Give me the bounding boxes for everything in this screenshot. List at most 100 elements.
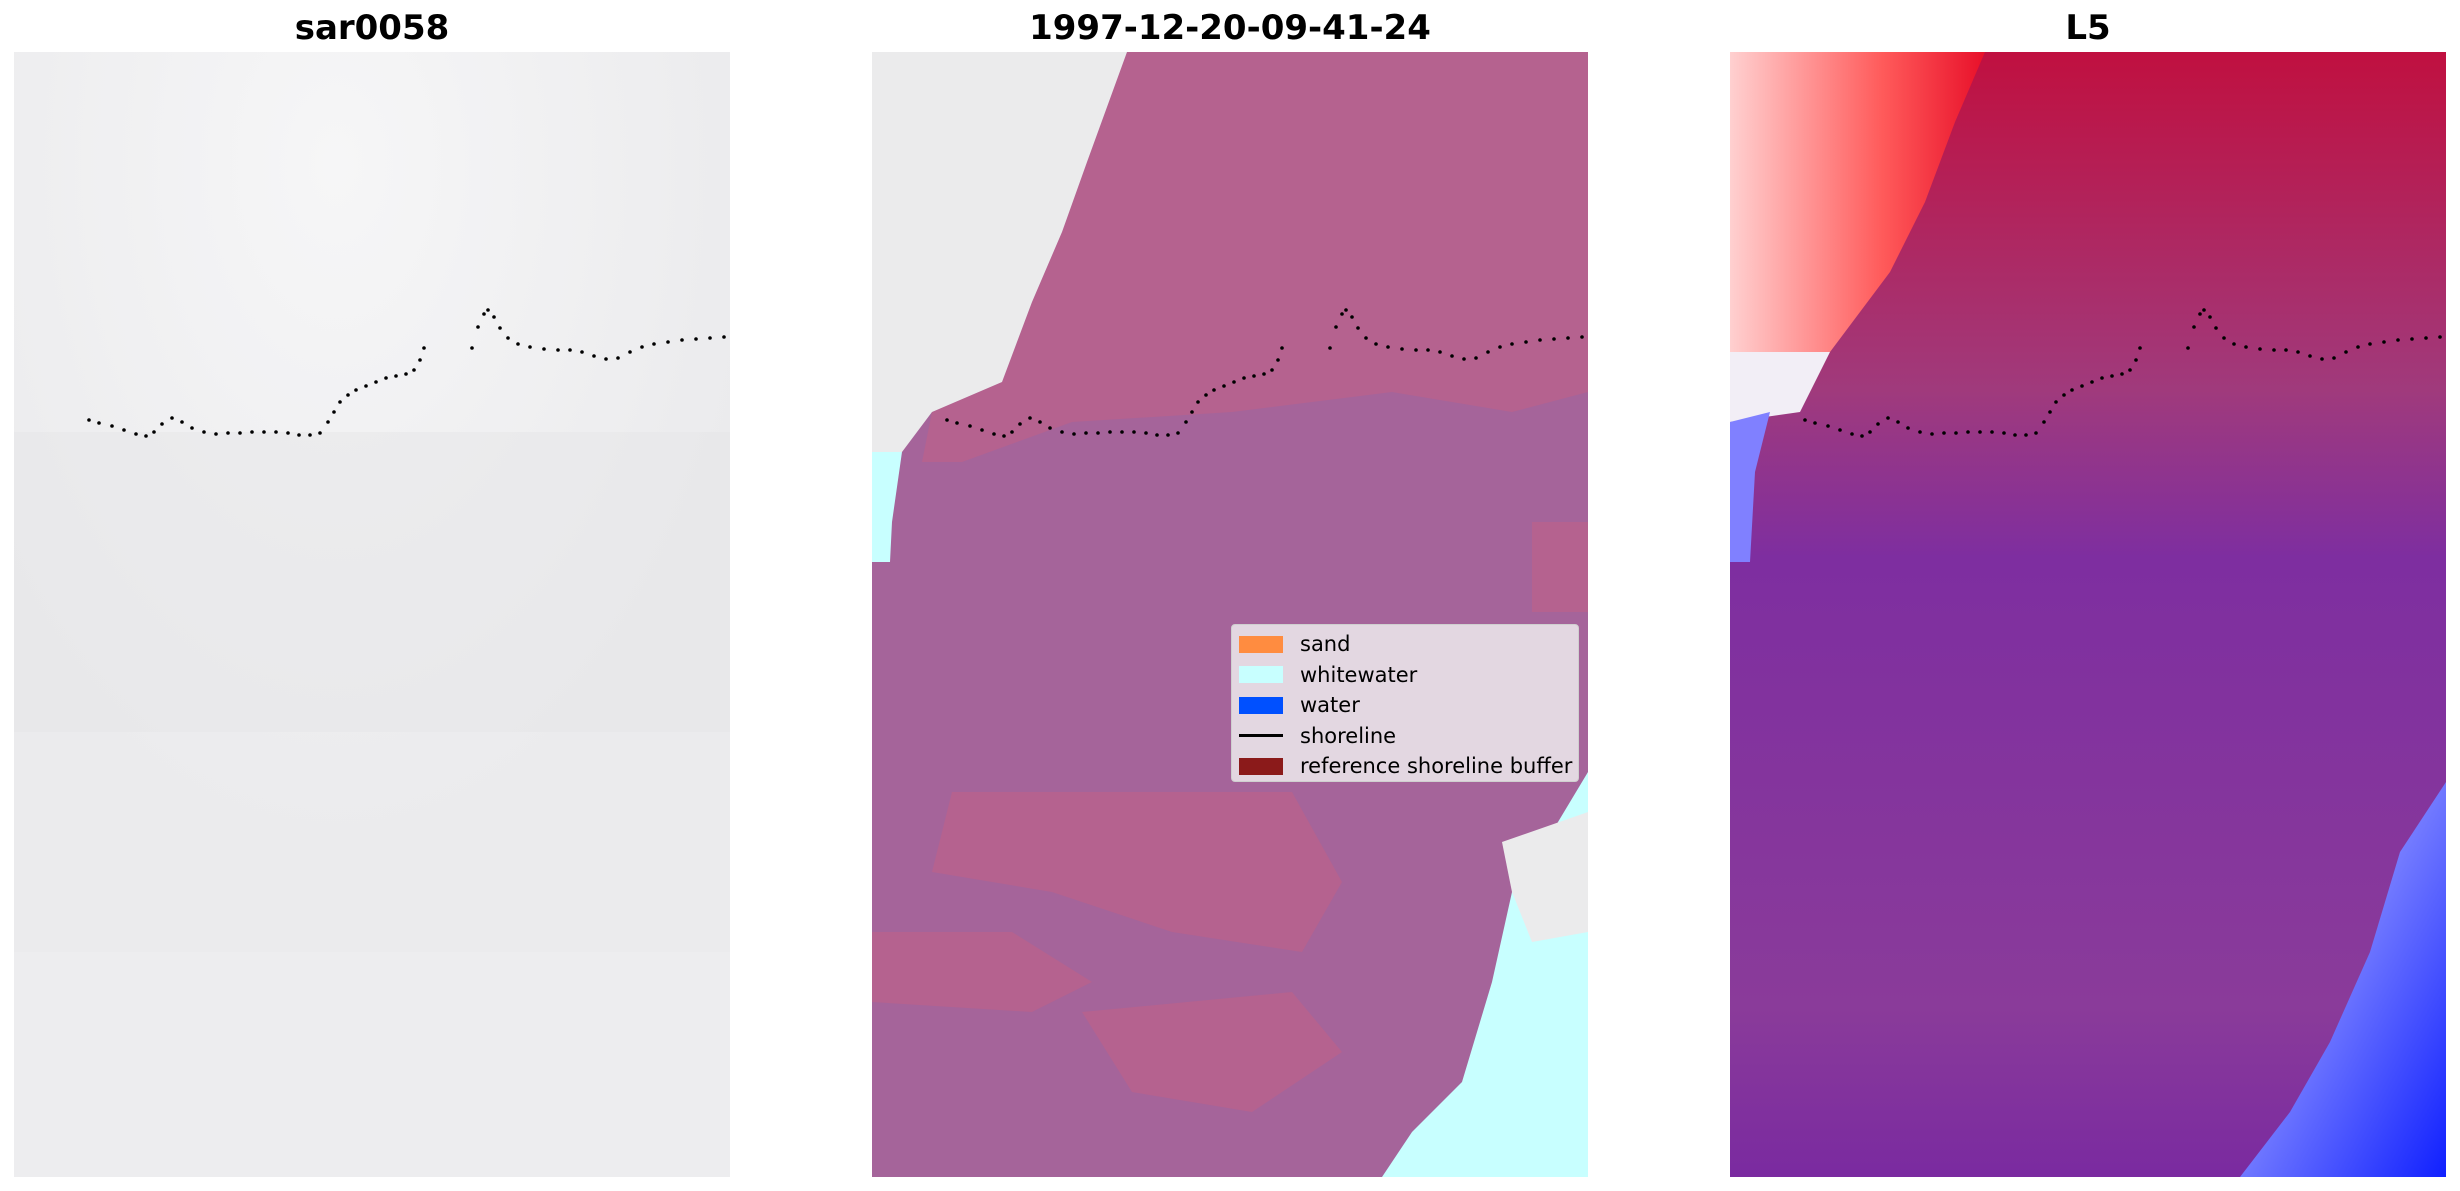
shoreline-point — [332, 410, 336, 414]
shoreline-point — [2110, 374, 2114, 378]
shoreline-point — [338, 400, 342, 404]
shoreline-point — [2080, 384, 2084, 388]
shoreline-point — [1580, 335, 1584, 339]
shoreline-point — [202, 430, 206, 434]
shoreline-point — [1942, 431, 1946, 435]
shoreline-point — [1438, 350, 1442, 354]
shoreline-point — [1028, 416, 1032, 420]
shoreline-point — [2320, 357, 2324, 361]
shoreline-point — [1930, 432, 1934, 436]
shoreline-point — [1010, 430, 1014, 434]
shoreline-point — [190, 426, 194, 430]
shoreline-point — [1990, 430, 1994, 434]
shoreline-point — [1356, 326, 1360, 330]
shoreline-point — [2002, 431, 2006, 435]
shoreline-point — [1524, 340, 1528, 344]
shoreline-point — [2382, 340, 2386, 344]
shoreline-point — [2410, 337, 2414, 341]
shoreline-point — [2258, 347, 2262, 351]
shoreline-point — [160, 422, 164, 426]
shoreline-point — [1184, 420, 1188, 424]
index-image-panel — [1730, 52, 2446, 1177]
shoreline-point — [640, 345, 644, 349]
shoreline-dots — [945, 308, 1584, 438]
shoreline-point — [1566, 336, 1570, 340]
shoreline-point — [2244, 345, 2248, 349]
index-image — [1730, 52, 2446, 1177]
shoreline-point — [1212, 388, 1216, 392]
shoreline-point — [694, 337, 698, 341]
shoreline-point — [2438, 335, 2442, 339]
shoreline-point — [374, 380, 378, 384]
shoreline-point — [1400, 347, 1404, 351]
shoreline-point — [2013, 433, 2017, 437]
shoreline-point — [180, 420, 184, 424]
shoreline-point — [1018, 422, 1022, 426]
shoreline-point — [297, 433, 301, 437]
shoreline-point — [476, 325, 480, 329]
shoreline-point — [2128, 368, 2132, 372]
legend-label: water — [1300, 693, 1360, 718]
shoreline-point — [604, 357, 608, 361]
shoreline-point — [722, 335, 726, 339]
shoreline-point — [286, 431, 290, 435]
shoreline-point — [1426, 348, 1430, 352]
shoreline-point — [1813, 421, 1817, 425]
shoreline-point — [1552, 337, 1556, 341]
shoreline-point — [1048, 426, 1052, 430]
shoreline-point — [354, 388, 358, 392]
classified-image-panel — [872, 52, 1588, 1177]
shoreline-point — [968, 424, 972, 428]
shoreline-point — [2048, 410, 2052, 414]
shoreline-point — [404, 372, 408, 376]
shoreline-point — [2138, 346, 2142, 350]
shoreline-point — [470, 346, 474, 350]
shoreline-point — [680, 338, 684, 342]
shoreline-point — [97, 421, 101, 425]
shoreline-point — [384, 376, 388, 380]
title-index: L5 — [2065, 8, 2111, 48]
shoreline-point — [2070, 388, 2074, 392]
shoreline-point — [1868, 430, 1872, 434]
shoreline-point — [1222, 384, 1226, 388]
shoreline-point — [506, 336, 510, 340]
shoreline-point — [412, 368, 416, 372]
shoreline-point — [1242, 376, 1246, 380]
shoreline-point — [1280, 346, 1284, 350]
shoreline-point — [2054, 400, 2058, 404]
shoreline-point — [1498, 345, 1502, 349]
legend-swatch-whitewater — [1239, 666, 1283, 684]
shoreline-point — [528, 345, 532, 349]
legend-item-shoreline: shoreline — [1232, 721, 1578, 752]
shoreline-point — [2424, 336, 2428, 340]
shoreline-point — [1132, 430, 1136, 434]
shoreline-point — [1270, 368, 1274, 372]
shoreline-point — [498, 326, 502, 330]
shoreline-point — [122, 428, 126, 432]
shoreline-point — [2062, 393, 2066, 397]
shoreline-point — [308, 433, 312, 437]
shoreline-point — [318, 431, 322, 435]
legend-swatch-buffer — [1239, 757, 1283, 775]
shoreline-point — [708, 336, 712, 340]
legend-item-whitewater: whitewater — [1232, 660, 1578, 691]
shoreline-point — [1860, 434, 1864, 438]
shoreline-point — [1876, 422, 1880, 426]
shoreline-point — [346, 393, 350, 397]
legend-label: sand — [1300, 632, 1351, 657]
shoreline-point — [2232, 342, 2236, 346]
shoreline-point — [2396, 338, 2400, 342]
shoreline-point — [1340, 312, 1344, 316]
shoreline-point — [1954, 431, 1958, 435]
shoreline-point — [1166, 433, 1170, 437]
shoreline-point — [1462, 357, 1466, 361]
shoreline-point — [1966, 430, 1970, 434]
shoreline-point — [1176, 431, 1180, 435]
shoreline-point — [482, 312, 486, 316]
legend-swatch-sand — [1239, 635, 1283, 653]
title-rgb: sar0058 — [294, 8, 450, 48]
rgb-image — [14, 52, 730, 1177]
legend-label: shoreline — [1300, 723, 1397, 748]
shoreline-point — [2214, 326, 2218, 330]
shoreline-point — [2198, 312, 2202, 316]
